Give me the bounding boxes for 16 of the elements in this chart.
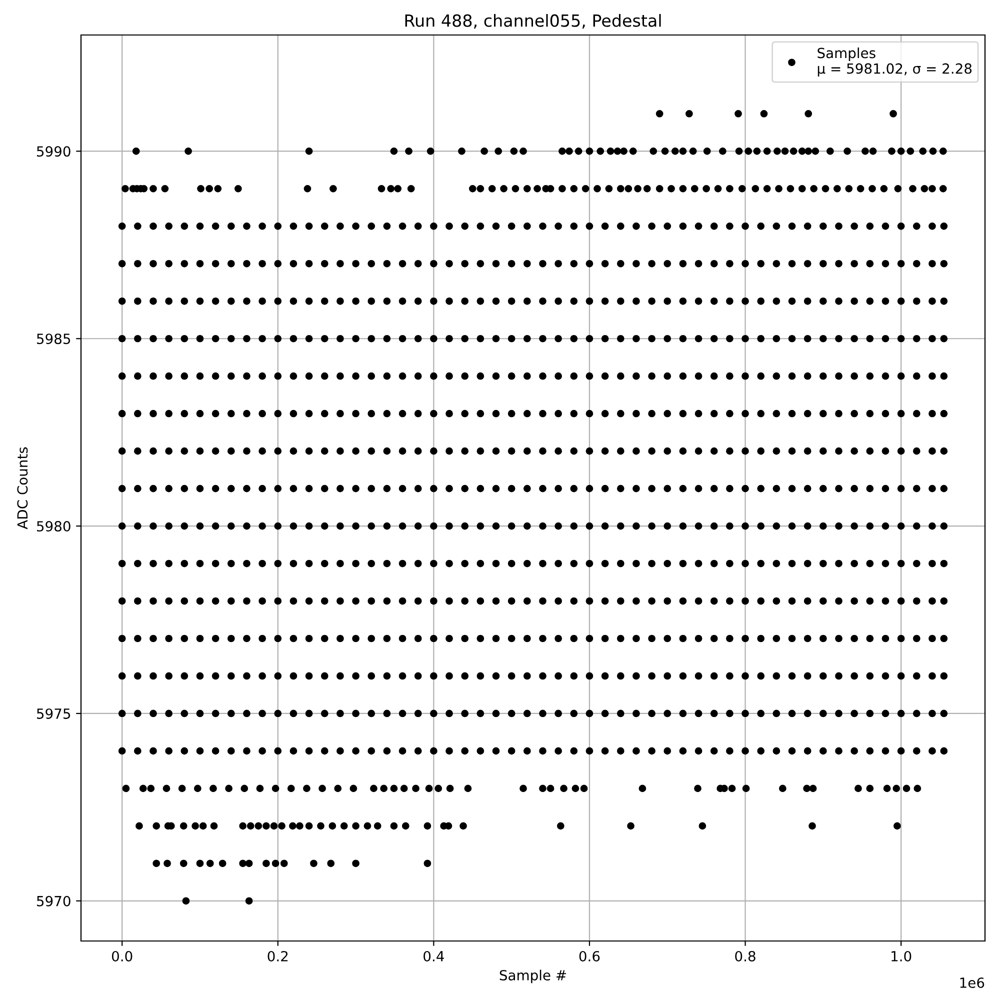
x-tick-label: 0.6 — [579, 950, 600, 962]
y-tick-label: 5985 — [37, 334, 70, 344]
legend-label: Samples μ = 5981.02, σ = 2.28 — [818, 48, 972, 76]
x-tick-label: 0.8 — [735, 950, 756, 962]
y-tick-label: 5975 — [37, 708, 70, 719]
x-tick-label: 0.4 — [424, 950, 444, 962]
y-axis-title: ADC Counts — [17, 447, 28, 530]
y-tick-label: 5990 — [37, 146, 70, 157]
x-tick-label: 1.0 — [892, 950, 912, 962]
text: 1e6 — [960, 977, 984, 988]
y-tick-label: 5970 — [37, 896, 70, 906]
y-tick-label: 5980 — [37, 521, 70, 532]
x-tick-label: 0.0 — [112, 950, 132, 962]
x-axis-title: Sample # — [500, 970, 566, 984]
x-tick-label: 0.2 — [268, 950, 288, 962]
chart-title: Run 488, channel055, Pedestal — [405, 14, 661, 29]
